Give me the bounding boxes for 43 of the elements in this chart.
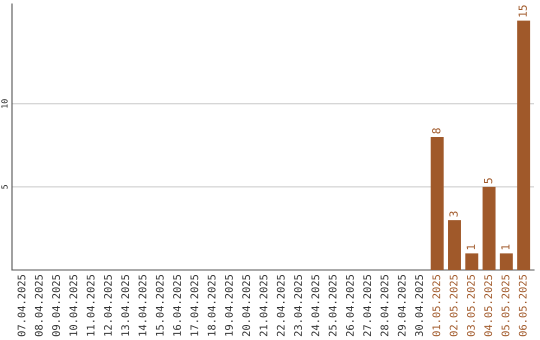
x-tick-label: 19.04.2025 <box>224 275 233 336</box>
x-tick-label: 13.04.2025 <box>121 275 130 336</box>
x-tick-label: 01.05.2025 <box>432 275 440 336</box>
x-tick-label: 08.04.2025 <box>34 275 43 336</box>
bar <box>448 220 461 270</box>
data-label: 15 <box>518 5 527 17</box>
x-tick-label: 20.04.2025 <box>242 275 250 336</box>
x-tick-label: 25.04.2025 <box>328 275 337 336</box>
x-tick-label: 14.04.2025 <box>138 275 146 336</box>
x-tick-label: 09.04.2025 <box>52 275 60 336</box>
x-tick-label: 24.04.2025 <box>311 275 320 336</box>
x-tick-label: 27.04.2025 <box>363 275 372 336</box>
x-tick-label: 07.04.2025 <box>18 275 26 336</box>
x-tick-label: 17.04.2025 <box>190 275 198 336</box>
x-tick-label: 06.05.2025 <box>518 275 527 336</box>
bar <box>517 20 530 270</box>
data-label: 8 <box>432 128 440 134</box>
x-tick-label: 10.04.2025 <box>69 275 78 336</box>
x-tick-label: 05.05.2025 <box>502 275 510 336</box>
x-tick-label: 26.04.2025 <box>346 275 354 336</box>
y-tick-label: 10 <box>1 99 8 108</box>
data-label: 3 <box>449 211 458 217</box>
bar <box>430 137 444 270</box>
bar <box>500 253 513 270</box>
bar <box>482 186 496 270</box>
x-tick-label: 23.04.2025 <box>294 275 302 336</box>
x-tick-label: 28.04.2025 <box>380 275 388 336</box>
data-label: 1 <box>501 244 510 250</box>
data-label: 1 <box>466 244 475 250</box>
x-tick-label: 15.04.2025 <box>156 275 164 336</box>
x-tick-label: 29.04.2025 <box>398 275 406 336</box>
x-tick-label: 11.04.2025 <box>86 275 95 336</box>
x-tick-label: 12.04.2025 <box>104 275 112 336</box>
x-tick-label: 16.04.2025 <box>173 275 181 336</box>
x-tick-label: 04.05.2025 <box>484 275 492 336</box>
data-label: 5 <box>484 178 492 184</box>
x-tick-label: 30.04.2025 <box>415 275 423 336</box>
bar <box>465 253 478 270</box>
x-tick-label: 18.04.2025 <box>208 275 216 336</box>
x-tick-label: 22.04.2025 <box>276 275 285 336</box>
x-tick-label: 02.05.2025 <box>450 275 458 336</box>
x-tick-label: 21.04.2025 <box>260 275 268 336</box>
x-tick-label: 03.05.2025 <box>466 275 475 336</box>
